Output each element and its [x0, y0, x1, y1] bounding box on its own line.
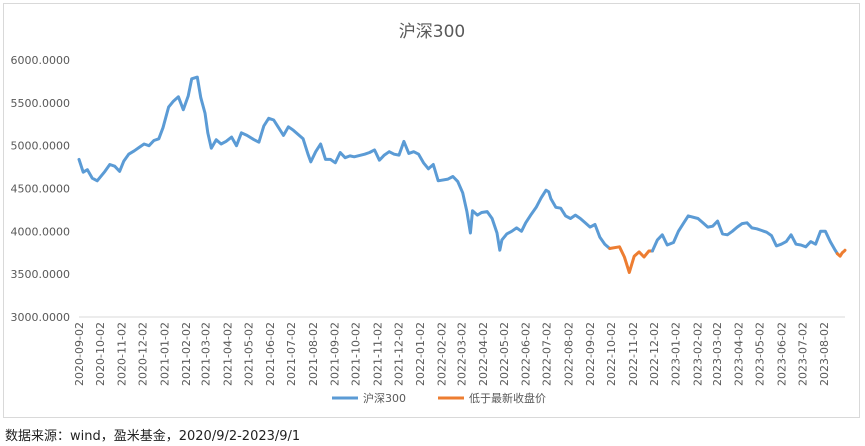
x-tick-label: 2020-11-02 — [116, 322, 129, 386]
series-line-1 — [608, 245, 654, 274]
x-tick-label: 2021-03-02 — [200, 322, 213, 386]
x-tick-label: 2022-01-02 — [414, 322, 427, 386]
y-tick-label: 5000.0000 — [11, 140, 71, 153]
y-axis: 3000.0000 3500.0000 4000.0000 4500.0000 5000… — [11, 54, 71, 324]
series-layer — [77, 75, 847, 274]
chart-frame — [3, 3, 860, 418]
legend-label: 低于最新收盘价 — [469, 391, 546, 405]
y-tick-label: 6000.0000 — [11, 54, 71, 67]
x-tick-label: 2021-02-02 — [180, 322, 193, 386]
x-tick-label: 2022-11-02 — [627, 322, 640, 386]
x-tick-label: 2023-05-02 — [754, 322, 767, 386]
y-tick-label: 4500.0000 — [11, 183, 71, 196]
x-tick-label: 2023-02-02 — [691, 322, 704, 386]
x-tick-label: 2023-04-02 — [733, 322, 746, 386]
x-tick-label: 2021-05-02 — [242, 322, 255, 386]
x-tick-label: 2022-09-02 — [584, 322, 597, 386]
line-chart: 沪深300 3000.0000 3500.0000 4000.0000 4500.00… — [11, 22, 847, 405]
x-tick-label: 2022-12-02 — [648, 322, 661, 386]
x-tick-label: 2021-01-02 — [158, 322, 171, 386]
x-tick-label: 2022-05-02 — [498, 322, 511, 386]
chart-title: 沪深300 — [399, 22, 465, 42]
y-tick-label: 4000.0000 — [11, 225, 71, 238]
x-tick-label: 2021-06-02 — [264, 322, 277, 386]
x-tick-label: 2021-12-02 — [392, 322, 405, 386]
x-axis: 2020-09-02 2020-10-02 2020-11-02 2020-12-02… — [73, 316, 845, 386]
x-tick-label: 2022-07-02 — [541, 322, 554, 386]
x-tick-label: 2021-11-02 — [371, 322, 384, 386]
x-tick-label: 2020-10-02 — [94, 322, 107, 386]
x-tick-label: 2023-07-02 — [796, 322, 809, 386]
y-tick-label: 3500.0000 — [11, 268, 71, 281]
x-tick-label: 2022-08-02 — [562, 322, 575, 386]
x-tick-label: 2021-09-02 — [329, 322, 342, 386]
source-note: 数据来源：wind，盈米基金，2020/9/2-2023/9/1 — [5, 429, 301, 444]
x-tick-label: 2022-02-02 — [436, 322, 449, 386]
x-tick-label: 2021-07-02 — [285, 322, 298, 386]
x-tick-label: 2022-03-02 — [455, 322, 468, 386]
legend-label: 沪深300 — [363, 391, 406, 405]
x-tick-label: 2021-08-02 — [307, 322, 320, 386]
x-tick-label: 2023-06-02 — [775, 322, 788, 386]
series-line-2 — [650, 214, 839, 256]
y-tick-label: 3000.0000 — [11, 311, 71, 324]
x-tick-label: 2023-03-02 — [711, 322, 724, 386]
x-tick-label: 2021-10-02 — [350, 322, 363, 386]
x-tick-label: 2020-09-02 — [73, 322, 86, 386]
legend: 沪深300 低于最新收盘价 — [332, 391, 546, 405]
x-tick-label: 2020-12-02 — [137, 322, 150, 386]
x-tick-label: 2022-10-02 — [605, 322, 618, 386]
series-line-3 — [835, 248, 847, 258]
x-tick-label: 2023-08-02 — [818, 322, 831, 386]
x-tick-label: 2021-04-02 — [221, 322, 234, 386]
x-tick-label: 2023-01-02 — [670, 322, 683, 386]
y-tick-label: 5500.0000 — [11, 97, 71, 110]
series-line-0 — [77, 75, 612, 252]
x-tick-label: 2022-06-02 — [520, 322, 533, 386]
x-tick-label: 2022-04-02 — [477, 322, 490, 386]
